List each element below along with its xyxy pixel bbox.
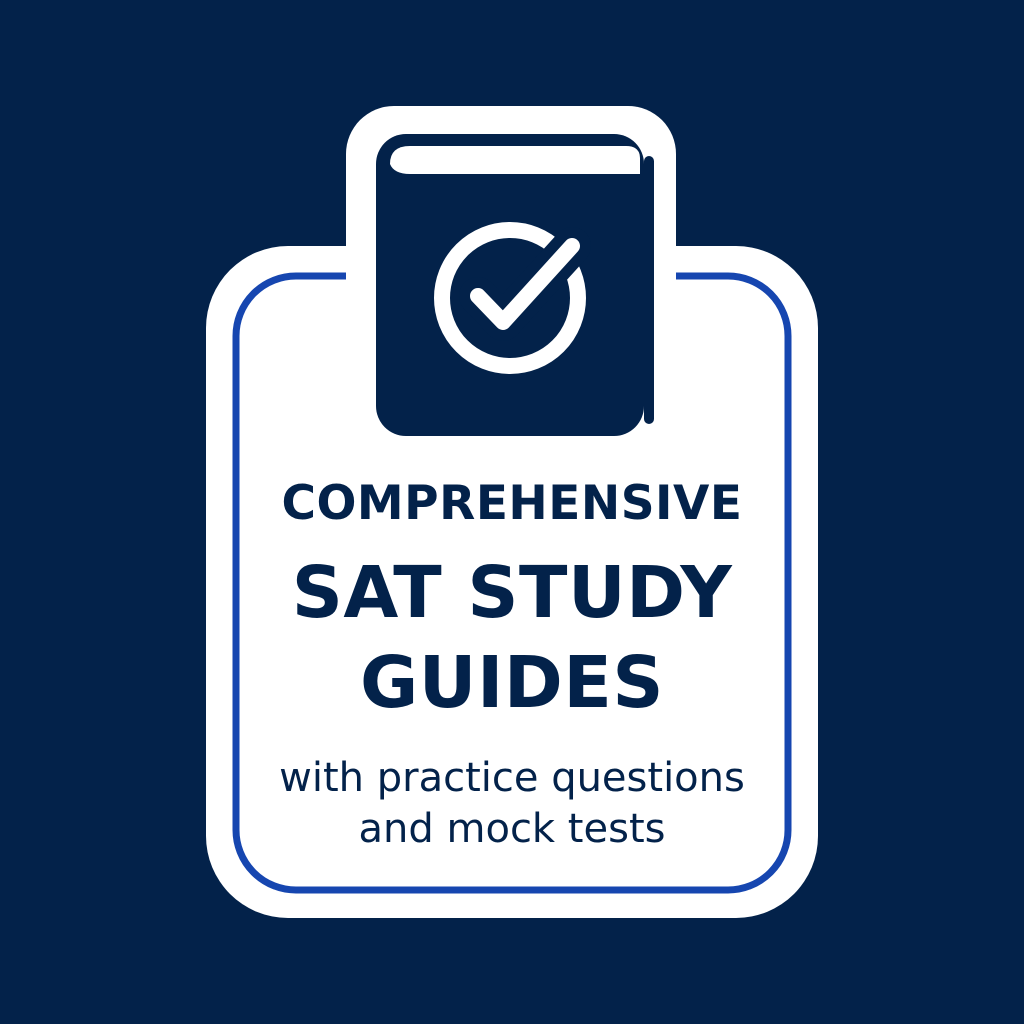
title-line-1: COMPREHENSIVE <box>281 476 743 531</box>
check-circle-ring <box>434 222 586 374</box>
book-cover <box>376 134 644 436</box>
book-icon <box>346 106 676 466</box>
book-spine <box>644 156 654 424</box>
subtitle-line-2: and mock tests <box>358 806 666 852</box>
check-mark <box>470 238 580 330</box>
subtitle-line-1: with practice questions <box>279 755 745 801</box>
check-circle-icon <box>434 222 591 374</box>
title-line-2: SAT STUDY <box>291 551 733 634</box>
title-line-3: GUIDES <box>360 641 664 724</box>
book-page-edge <box>390 146 640 174</box>
